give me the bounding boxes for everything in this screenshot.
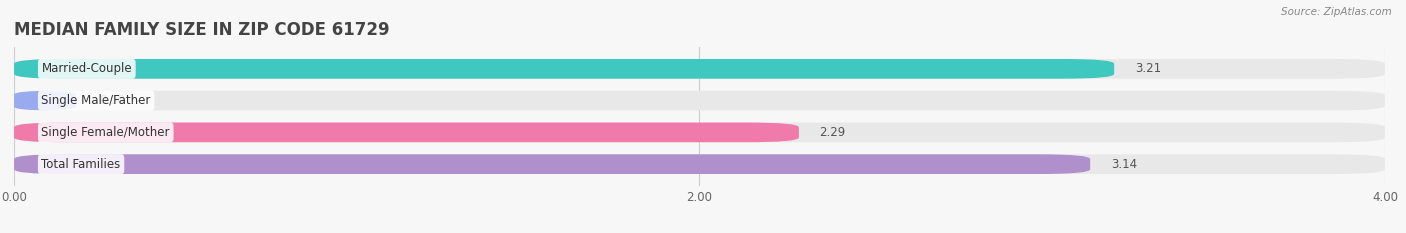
FancyBboxPatch shape [14,91,1385,110]
Text: Single Female/Mother: Single Female/Mother [42,126,170,139]
Text: 3.21: 3.21 [1135,62,1161,75]
Text: 2.29: 2.29 [820,126,845,139]
Text: 3.14: 3.14 [1111,158,1137,171]
Text: MEDIAN FAMILY SIZE IN ZIP CODE 61729: MEDIAN FAMILY SIZE IN ZIP CODE 61729 [14,21,389,39]
Text: Single Male/Father: Single Male/Father [42,94,150,107]
FancyBboxPatch shape [14,59,1114,79]
FancyBboxPatch shape [14,154,1090,174]
FancyBboxPatch shape [14,123,1385,142]
FancyBboxPatch shape [14,123,799,142]
FancyBboxPatch shape [14,59,1385,79]
Text: Total Families: Total Families [42,158,121,171]
FancyBboxPatch shape [14,91,76,110]
Text: 0.00: 0.00 [100,94,125,107]
FancyBboxPatch shape [14,154,1385,174]
Text: Source: ZipAtlas.com: Source: ZipAtlas.com [1281,7,1392,17]
Text: Married-Couple: Married-Couple [42,62,132,75]
